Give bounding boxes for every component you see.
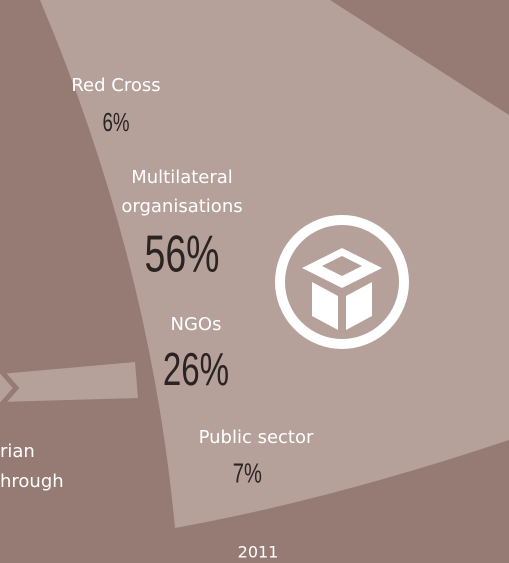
- segment-share: 7%: [233, 458, 262, 489]
- segment-share: 6%: [102, 107, 129, 137]
- box-icon: [275, 215, 409, 349]
- left-text: hrough: [0, 471, 64, 492]
- labels: Red Cross 6% Multilateral organisations 56% N…: [71, 75, 314, 489]
- segment-share: 56%: [145, 225, 220, 284]
- segment-share: 26%: [163, 345, 229, 395]
- left-text: rian: [0, 441, 35, 462]
- segment-label: organisations: [121, 196, 242, 217]
- segment-label: NGOs: [171, 314, 222, 335]
- flow-arrow: [0, 362, 138, 402]
- flow-shape: [40, 0, 509, 528]
- chevron: [0, 370, 20, 406]
- segment-label: Red Cross: [71, 75, 160, 96]
- year: 2011: [238, 543, 279, 562]
- segment-label: Multilateral: [131, 167, 233, 188]
- segment-label: Public sector: [199, 427, 314, 448]
